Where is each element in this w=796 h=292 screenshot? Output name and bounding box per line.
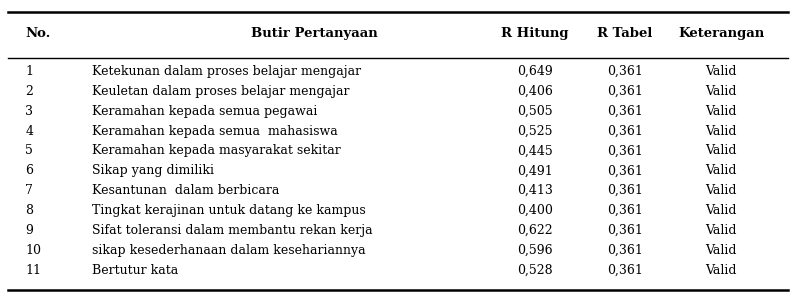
Text: sikap kesederhanaan dalam kesehariannya: sikap kesederhanaan dalam kesehariannya <box>92 244 365 257</box>
Text: 0,361: 0,361 <box>607 244 643 257</box>
Text: 0,596: 0,596 <box>517 244 552 257</box>
Text: 0,361: 0,361 <box>607 224 643 237</box>
Text: 0,361: 0,361 <box>607 65 643 78</box>
Text: Valid: Valid <box>705 164 737 177</box>
Text: 0,361: 0,361 <box>607 145 643 157</box>
Text: No.: No. <box>25 27 51 40</box>
Text: 0,361: 0,361 <box>607 204 643 217</box>
Text: 10: 10 <box>25 244 41 257</box>
Text: 0,361: 0,361 <box>607 105 643 118</box>
Text: 0,406: 0,406 <box>517 85 553 98</box>
Text: 4: 4 <box>25 125 33 138</box>
Text: Valid: Valid <box>705 264 737 277</box>
Text: 3: 3 <box>25 105 33 118</box>
Text: Keramahan kepada masyarakat sekitar: Keramahan kepada masyarakat sekitar <box>92 145 341 157</box>
Text: 11: 11 <box>25 264 41 277</box>
Text: 0,622: 0,622 <box>517 224 552 237</box>
Text: 0,445: 0,445 <box>517 145 552 157</box>
Text: 0,649: 0,649 <box>517 65 552 78</box>
Text: 9: 9 <box>25 224 33 237</box>
Text: 0,528: 0,528 <box>517 264 552 277</box>
Text: Keuletan dalam proses belajar mengajar: Keuletan dalam proses belajar mengajar <box>92 85 349 98</box>
Text: Valid: Valid <box>705 105 737 118</box>
Text: Keterangan: Keterangan <box>678 27 764 40</box>
Text: R Hitung: R Hitung <box>501 27 568 40</box>
Text: Bertutur kata: Bertutur kata <box>92 264 178 277</box>
Text: Valid: Valid <box>705 204 737 217</box>
Text: 0,361: 0,361 <box>607 164 643 177</box>
Text: 2: 2 <box>25 85 33 98</box>
Text: Valid: Valid <box>705 224 737 237</box>
Text: Kesantunan  dalam berbicara: Kesantunan dalam berbicara <box>92 184 279 197</box>
Text: Tingkat kerajinan untuk datang ke kampus: Tingkat kerajinan untuk datang ke kampus <box>92 204 365 217</box>
Text: 0,361: 0,361 <box>607 125 643 138</box>
Text: 7: 7 <box>25 184 33 197</box>
Text: 0,413: 0,413 <box>517 184 553 197</box>
Text: Valid: Valid <box>705 145 737 157</box>
Text: 0,505: 0,505 <box>517 105 552 118</box>
Text: Sifat toleransi dalam membantu rekan kerja: Sifat toleransi dalam membantu rekan ker… <box>92 224 373 237</box>
Text: R Tabel: R Tabel <box>597 27 653 40</box>
Text: Sikap yang dimiliki: Sikap yang dimiliki <box>92 164 213 177</box>
Text: Keramahan kepada semua pegawai: Keramahan kepada semua pegawai <box>92 105 317 118</box>
Text: 0,400: 0,400 <box>517 204 553 217</box>
Text: 6: 6 <box>25 164 33 177</box>
Text: Valid: Valid <box>705 125 737 138</box>
Text: Valid: Valid <box>705 65 737 78</box>
Text: 0,525: 0,525 <box>517 125 552 138</box>
Text: 1: 1 <box>25 65 33 78</box>
Text: Valid: Valid <box>705 244 737 257</box>
Text: 0,361: 0,361 <box>607 85 643 98</box>
Text: Valid: Valid <box>705 184 737 197</box>
Text: Butir Pertanyaan: Butir Pertanyaan <box>251 27 378 40</box>
Text: 0,491: 0,491 <box>517 164 552 177</box>
Text: 0,361: 0,361 <box>607 184 643 197</box>
Text: Valid: Valid <box>705 85 737 98</box>
Text: 8: 8 <box>25 204 33 217</box>
Text: 5: 5 <box>25 145 33 157</box>
Text: Ketekunan dalam proses belajar mengajar: Ketekunan dalam proses belajar mengajar <box>92 65 361 78</box>
Text: Keramahan kepada semua  mahasiswa: Keramahan kepada semua mahasiswa <box>92 125 338 138</box>
Text: 0,361: 0,361 <box>607 264 643 277</box>
